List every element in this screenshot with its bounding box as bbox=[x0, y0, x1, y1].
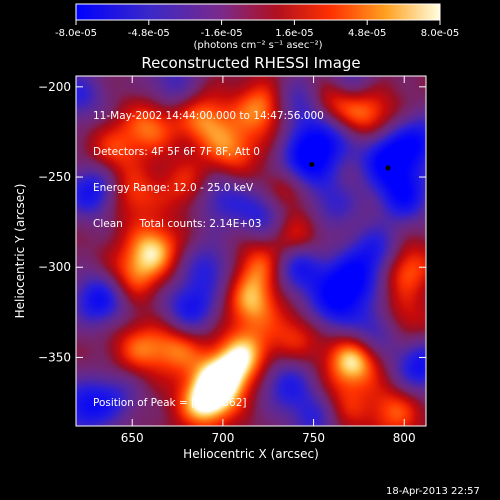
y-tick-label: −300 bbox=[38, 260, 71, 274]
x-tick-label: 650 bbox=[121, 431, 144, 445]
colorbar-tick-label: 8.0e-05 bbox=[421, 28, 459, 39]
peak-position-text: Position of Peak = [693,-362] bbox=[93, 397, 247, 409]
colorbar-ticks bbox=[75, 20, 441, 25]
x-tick-label: 750 bbox=[302, 431, 325, 445]
heatmap-area bbox=[76, 76, 426, 426]
x-axis-ticks: 650 700 750 800 bbox=[121, 76, 416, 445]
y-axis-ticks: −200 −250 −300 −350 bbox=[38, 80, 426, 364]
x-tick-label: 800 bbox=[393, 431, 416, 445]
colorbar-tick-label: -8.0e-05 bbox=[55, 28, 97, 39]
minimum-marker bbox=[309, 161, 315, 167]
y-tick-label: −250 bbox=[38, 170, 71, 184]
detectors-text: Detectors: 4F 5F 6F 7F 8F, Att 0 bbox=[93, 146, 260, 158]
y-axis-label: Heliocentric Y (arcsec) bbox=[13, 184, 27, 319]
x-tick-label: 700 bbox=[211, 431, 234, 445]
clean-counts-text: Clean Total counts: 2.14E+03 bbox=[93, 218, 262, 230]
y-tick-label: −350 bbox=[38, 350, 71, 364]
time-range-text: 11-May-2002 14:44:00.000 to 14:47:56.000 bbox=[93, 110, 324, 122]
colorbar-unit-label: (photons cm⁻² s⁻¹ asec⁻²) bbox=[193, 40, 322, 51]
energy-range-text: Energy Range: 12.0 - 25.0 keV bbox=[93, 182, 254, 194]
heatmap-image bbox=[76, 76, 426, 426]
x-axis-label: Heliocentric X (arcsec) bbox=[183, 447, 319, 461]
colorbar bbox=[75, 3, 441, 21]
colorbar-tick-label: -1.6e-05 bbox=[201, 28, 243, 39]
chart-title: Reconstructed RHESSI Image bbox=[141, 54, 360, 72]
minimum-marker bbox=[385, 165, 391, 171]
colorbar-tick-label: -4.8e-05 bbox=[128, 28, 170, 39]
colorbar-tick-label: 4.8e-05 bbox=[348, 28, 386, 39]
timestamp: 18-Apr-2013 22:57 bbox=[386, 486, 480, 497]
observation-info: 11-May-2002 14:44:00.000 to 14:47:56.000… bbox=[93, 86, 324, 242]
colorbar-tick-label: 1.6e-05 bbox=[275, 28, 313, 39]
colorbar-tick-labels: -8.0e-05 -4.8e-05 -1.6e-05 1.6e-05 4.8e-… bbox=[55, 28, 459, 39]
minimum-markers bbox=[309, 161, 391, 171]
plot-frame bbox=[75, 75, 427, 427]
y-tick-label: −200 bbox=[38, 80, 71, 94]
